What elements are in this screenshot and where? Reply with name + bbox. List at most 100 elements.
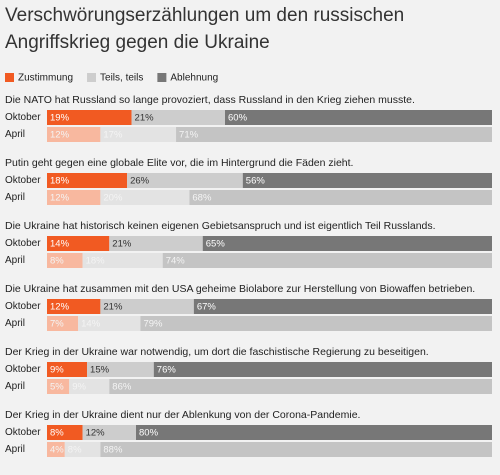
row-label: April — [5, 129, 25, 140]
row-label: Oktober — [5, 301, 41, 312]
value-label: 4% — [50, 445, 64, 456]
value-label: 7% — [50, 319, 64, 330]
value-label: 65% — [206, 239, 226, 250]
value-label: 9% — [50, 365, 64, 376]
legend-swatch — [157, 73, 167, 82]
value-label: 74% — [166, 256, 186, 267]
value-label: 12% — [50, 302, 70, 313]
bar-segment — [100, 442, 493, 457]
bar-segment — [47, 362, 88, 377]
bar-segment — [69, 379, 110, 394]
legend-label: Ablehnung — [170, 73, 218, 84]
bar-segment — [64, 442, 101, 457]
row-label: Oktober — [5, 175, 41, 186]
row-label: April — [5, 192, 25, 203]
row-label: Oktober — [5, 112, 41, 123]
row-label: April — [5, 318, 25, 329]
value-label: 17% — [103, 130, 123, 141]
value-label: 18% — [86, 256, 106, 267]
value-label: 79% — [143, 319, 163, 330]
bar-segment — [47, 236, 110, 251]
value-label: 56% — [246, 176, 266, 187]
bar-segment — [82, 425, 136, 440]
value-label: 14% — [81, 319, 101, 330]
question: Putin geht gegen eine globale Elite vor,… — [5, 157, 353, 169]
value-label: 12% — [86, 428, 106, 439]
value-label: 88% — [103, 445, 123, 456]
bar-segment — [153, 362, 493, 377]
question: Die NATO hat Russland so lange provozier… — [5, 94, 415, 106]
bar-segment — [47, 299, 101, 314]
chart-title: Angriffskrieg gegen die Ukraine — [5, 32, 270, 53]
chart-title: Verschwörungserzählungen um den russisch… — [5, 5, 404, 26]
bar-segment — [78, 316, 141, 331]
bar-segment — [82, 253, 163, 268]
value-label: 9% — [72, 382, 86, 393]
bar-segment — [47, 253, 83, 268]
bar-segment — [193, 299, 492, 314]
row-label: April — [5, 255, 25, 266]
value-label: 86% — [112, 382, 132, 393]
bar-segment — [225, 110, 492, 125]
bar-segment — [242, 173, 492, 188]
value-label: 8% — [68, 445, 82, 456]
bar-segment — [47, 425, 83, 440]
bar-segment — [131, 110, 225, 125]
legend-swatch — [87, 73, 97, 82]
value-label: 21% — [112, 239, 132, 250]
row-label: April — [5, 444, 25, 455]
question: Die Ukraine hat historisch keinen eigene… — [5, 220, 436, 232]
bar-segment — [100, 190, 190, 205]
value-label: 5% — [50, 382, 64, 393]
question: Der Krieg in der Ukraine dient nur der A… — [5, 409, 360, 421]
value-label: 68% — [192, 193, 212, 204]
value-label: 21% — [135, 113, 155, 124]
value-label: 67% — [197, 302, 217, 313]
bar-segment — [202, 236, 492, 251]
row-label: Oktober — [5, 427, 41, 438]
row-label: Oktober — [5, 238, 41, 249]
bar-segment — [100, 299, 194, 314]
value-label: 76% — [157, 365, 177, 376]
value-label: 15% — [90, 365, 110, 376]
bar-segment — [47, 110, 132, 125]
value-label: 8% — [50, 256, 64, 267]
value-label: 8% — [50, 428, 64, 439]
value-label: 18% — [50, 176, 70, 187]
bar-segment — [127, 173, 243, 188]
bar-segment — [109, 379, 493, 394]
bar-segment — [136, 425, 492, 440]
bar-segment — [47, 190, 101, 205]
value-label: 12% — [50, 130, 70, 141]
bar-segment — [140, 316, 492, 331]
legend-label: Zustimmung — [18, 73, 73, 84]
bar-segment — [189, 190, 492, 205]
bar-segment — [47, 173, 128, 188]
bar-segment — [100, 127, 177, 142]
bar-segment — [47, 442, 65, 457]
bar-segment — [47, 127, 101, 142]
bar-segment — [162, 253, 492, 268]
value-label: 60% — [228, 113, 248, 124]
bar-segment — [176, 127, 493, 142]
value-label: 21% — [103, 302, 123, 313]
legend-swatch — [5, 73, 14, 82]
value-label: 26% — [130, 176, 150, 187]
bar-segment — [87, 362, 154, 377]
legend-label: Teils, teils — [100, 73, 143, 84]
row-label: Oktober — [5, 364, 41, 375]
bar-segment — [109, 236, 203, 251]
value-label: 14% — [50, 239, 70, 250]
row-label: April — [5, 381, 25, 392]
value-label: 80% — [139, 428, 159, 439]
bar-segment — [47, 379, 70, 394]
value-label: 20% — [103, 193, 123, 204]
bar-segment — [47, 316, 79, 331]
question: Die Ukraine hat zusammen mit den USA geh… — [5, 283, 475, 295]
question: Der Krieg in der Ukraine war notwendig, … — [5, 346, 429, 358]
value-label: 71% — [179, 130, 199, 141]
value-label: 12% — [50, 193, 70, 204]
value-label: 19% — [50, 113, 70, 124]
